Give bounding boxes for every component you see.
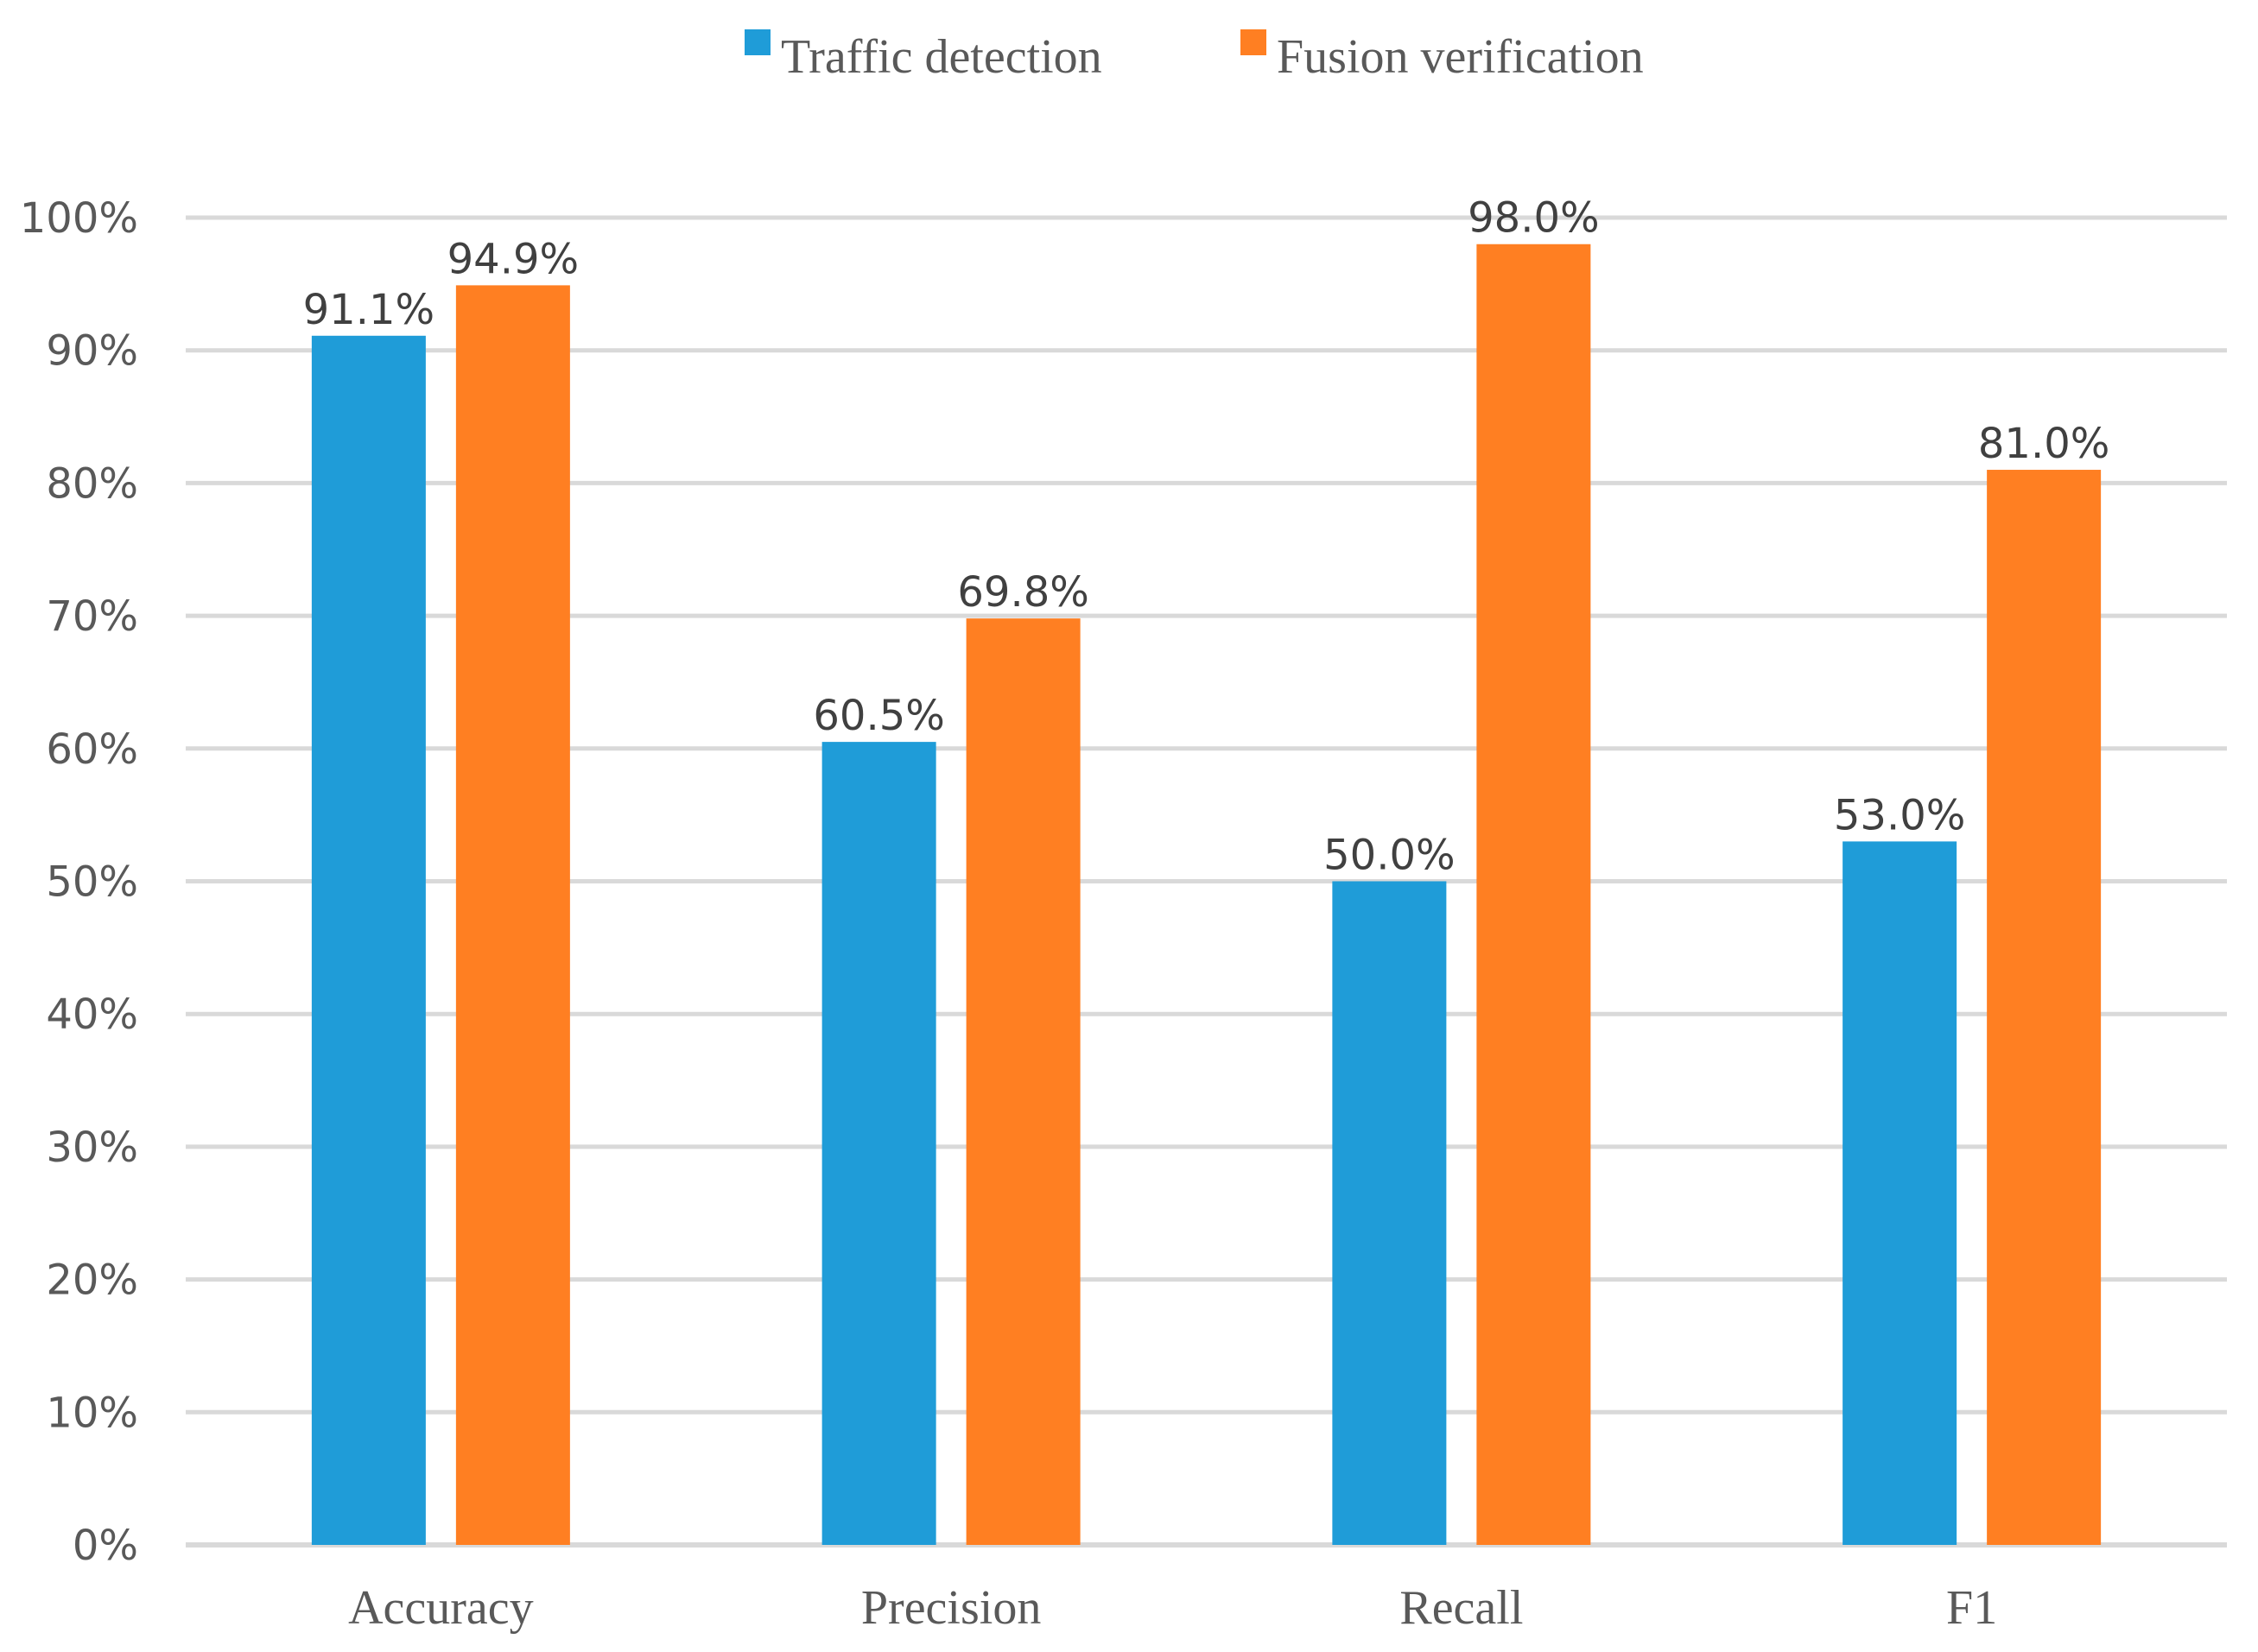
x-category-label-recall: Recall [1399,1581,1523,1635]
x-axis-categories: Accuracy Precision Recall F1 [348,1581,1997,1635]
legend-label-fusion-verification: Fusion verification [1277,30,1644,84]
bar-fusion-verification-precision [966,618,1081,1545]
y-tick-label-60: 60% [46,725,138,774]
y-tick-label-40: 40% [46,991,138,1039]
bar-traffic-detection-recall [1332,881,1447,1545]
y-tick-label-100: 100% [20,194,138,243]
data-label-traffic-detection-accuracy: 91.1% [303,286,434,334]
bar-fusion-verification-f1 [1987,470,2102,1545]
data-label-traffic-detection-precision: 60.5% [813,692,944,740]
bar-traffic-detection-f1 [1843,841,1957,1545]
data-label-fusion-verification-precision: 69.8% [957,568,1088,617]
data-label-fusion-verification-recall: 98.0% [1468,194,1599,243]
x-category-label-precision: Precision [861,1581,1041,1635]
legend-swatch-fusion-verification [1240,29,1266,55]
data-label-fusion-verification-accuracy: 94.9% [447,235,579,283]
legend-label-traffic-detection: Traffic detection [781,30,1102,84]
y-tick-label-30: 30% [46,1123,138,1172]
y-tick-label-20: 20% [46,1256,138,1305]
bar-traffic-detection-accuracy [311,335,426,1546]
data-label-traffic-detection-f1: 53.0% [1834,791,1965,839]
y-tick-label-50: 50% [46,858,138,907]
data-label-fusion-verification-f1: 81.0% [1978,420,2109,468]
bar-fusion-verification-recall [1476,244,1591,1545]
data-labels: 91.1% 94.9% 60.5% 69.8% 50.0% 98.0% 53.0% 81.0% [303,194,2110,880]
y-tick-label-70: 70% [46,592,138,641]
x-category-label-f1: F1 [1946,1581,1997,1635]
y-tick-label-80: 80% [46,459,138,508]
bar-traffic-detection-precision [821,742,936,1545]
legend: Traffic detection Fusion verification [745,29,1644,84]
y-tick-label-90: 90% [46,327,138,376]
y-tick-label-10: 10% [46,1389,138,1437]
bar-fusion-verification-accuracy [455,285,570,1546]
y-tick-label-0: 0% [73,1522,138,1570]
data-label-traffic-detection-recall: 50.0% [1323,832,1455,880]
y-axis-ticks: 0% 10% 20% 30% 40% 50% 60% 70% 80% 90% 100% [20,194,138,1570]
x-category-label-accuracy: Accuracy [348,1581,534,1635]
bars [311,244,2102,1546]
legend-swatch-traffic-detection [745,29,771,55]
